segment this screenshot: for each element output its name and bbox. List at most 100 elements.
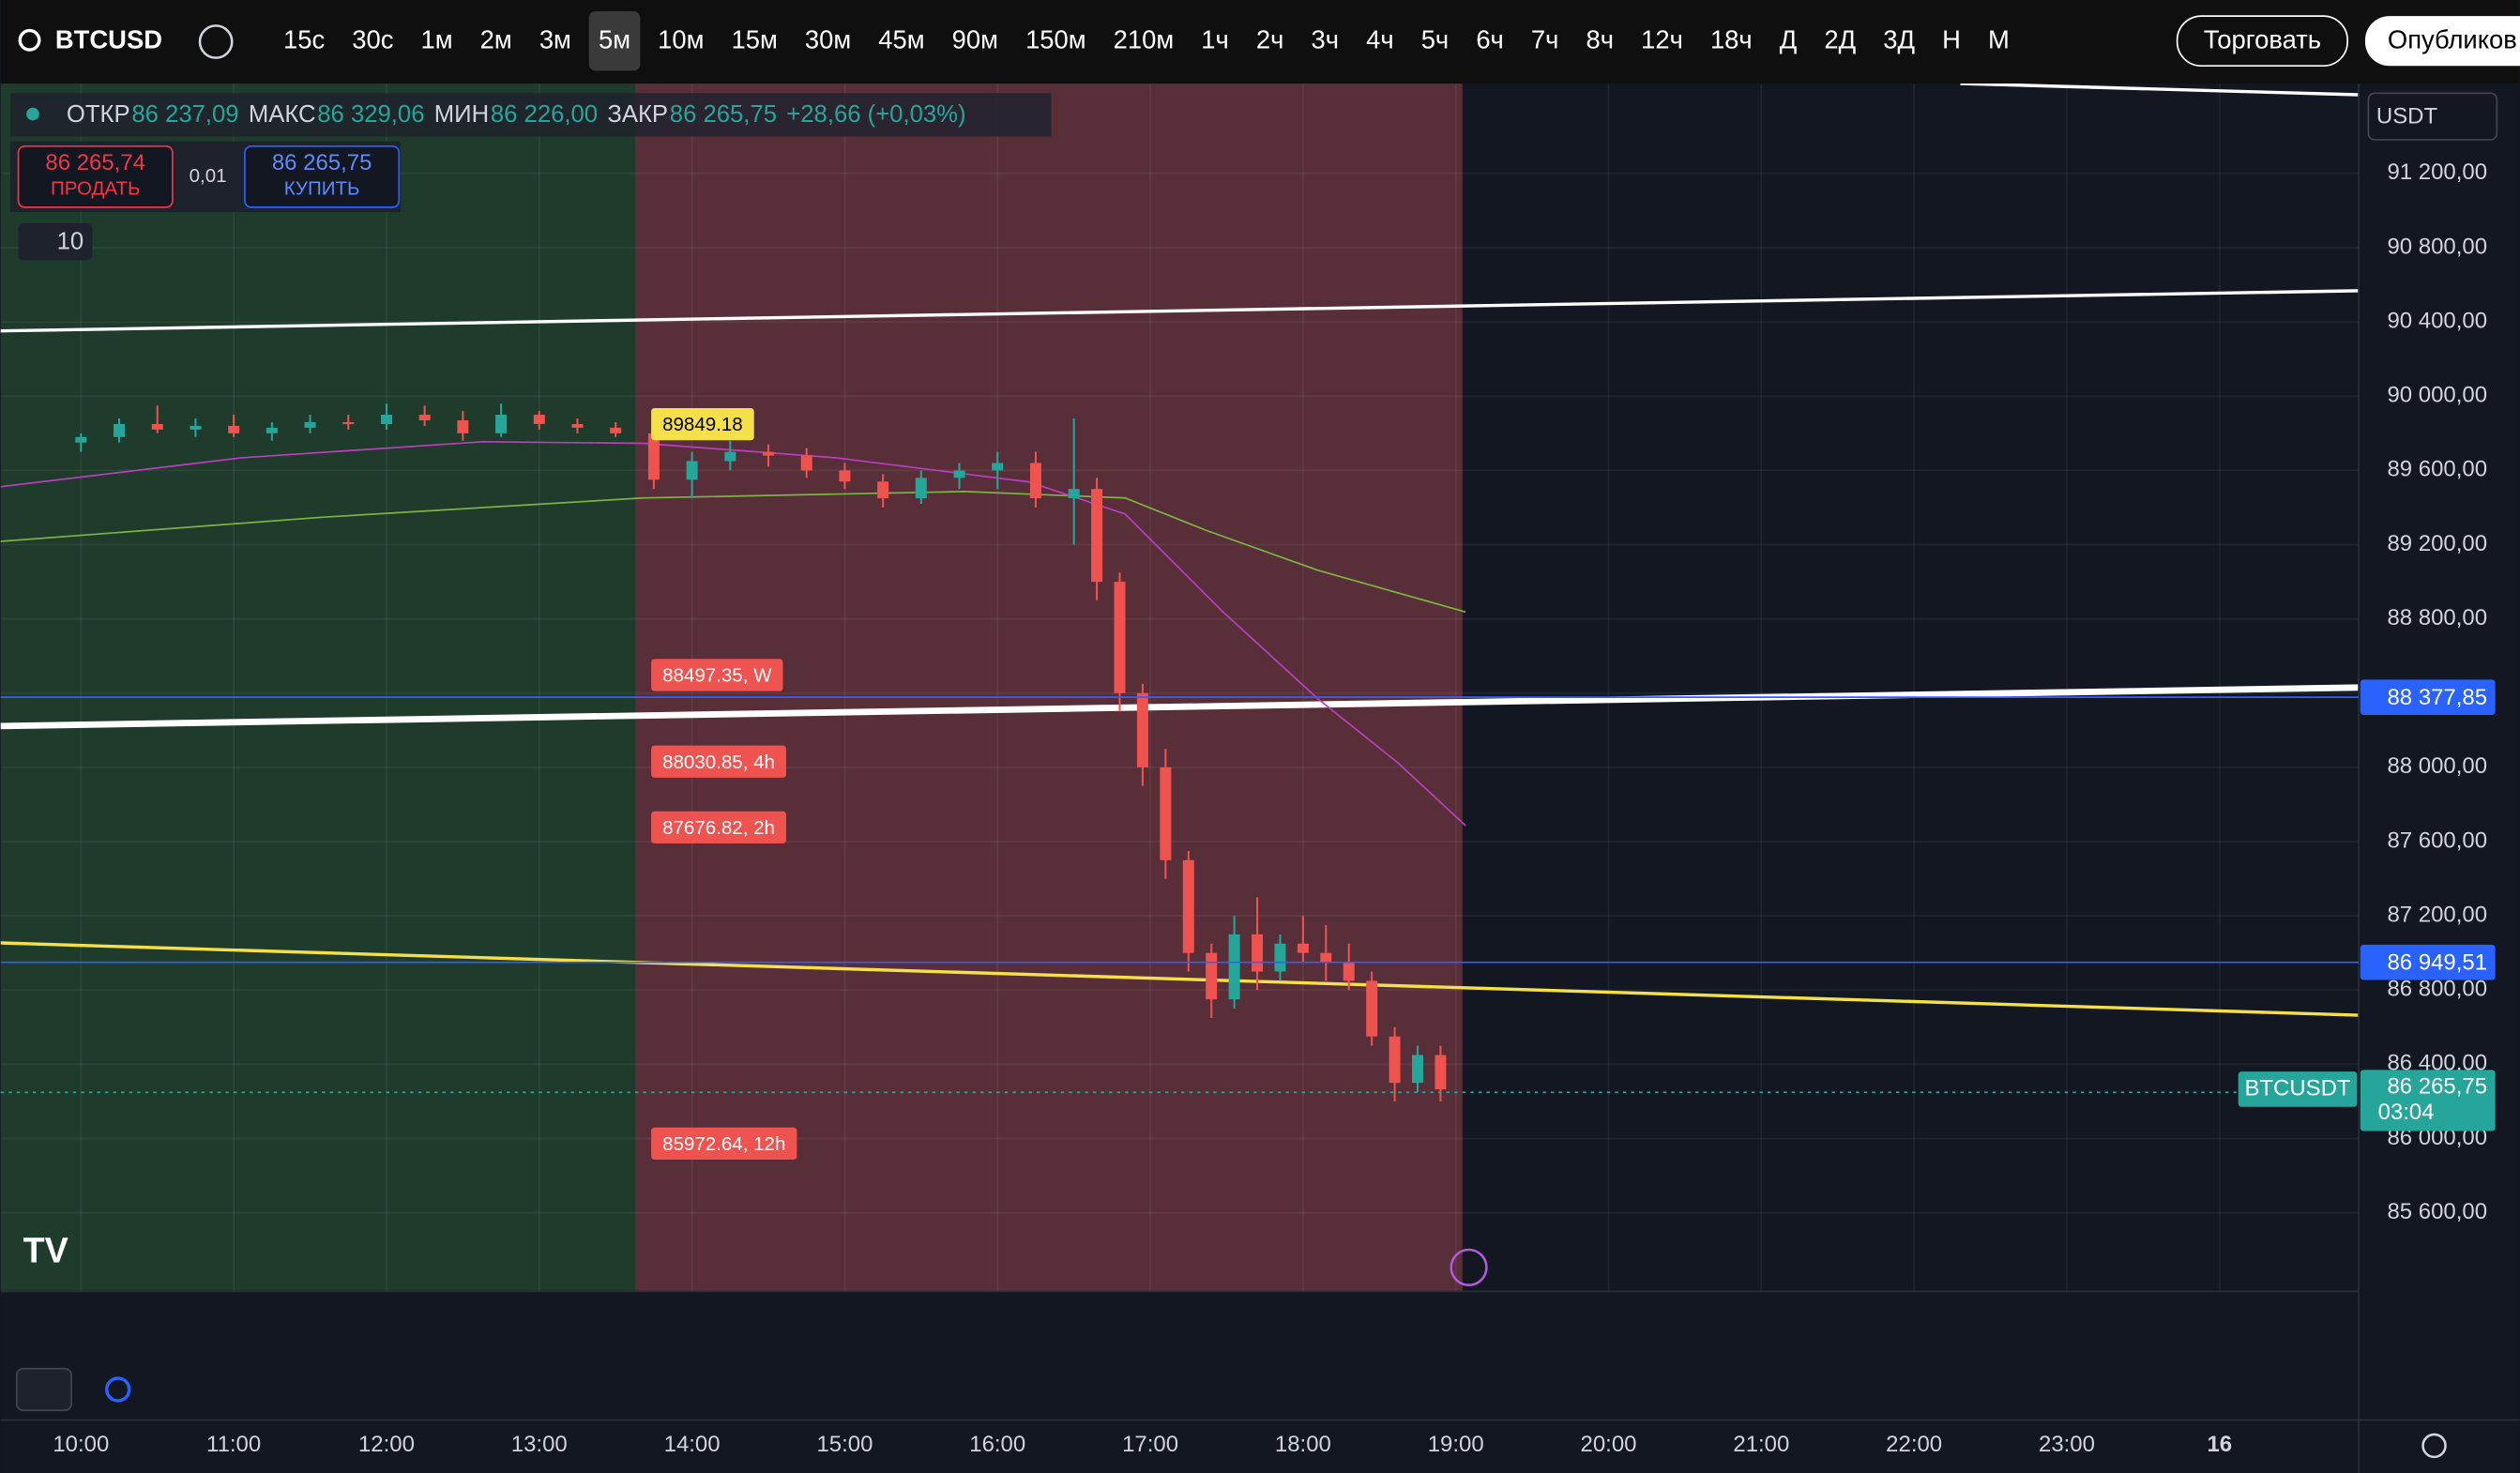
interval-button[interactable]: 90м xyxy=(952,25,998,54)
candle-body xyxy=(533,415,545,424)
time-tick-label: 21:00 xyxy=(1733,1432,1789,1457)
indicators-count: 10 xyxy=(57,228,84,254)
time-tick-label: 18:00 xyxy=(1275,1432,1331,1457)
legend-item: МИН xyxy=(434,101,489,128)
time-tick-label: 13:00 xyxy=(511,1432,568,1457)
price-tick-label: 88 000,00 xyxy=(2387,753,2487,779)
level-label: 89849.18 xyxy=(662,414,743,435)
time-tick-label: 16:00 xyxy=(969,1432,1025,1457)
legend-item: 86 329,06 xyxy=(317,101,424,128)
candle-body xyxy=(992,463,1004,471)
interval-button[interactable]: 7ч xyxy=(1531,25,1559,54)
session-zone-green xyxy=(0,84,635,1292)
candle-body xyxy=(571,423,584,428)
candle-body xyxy=(1091,489,1103,583)
plot xyxy=(75,403,1447,1101)
candle-body xyxy=(877,481,889,499)
interval-button[interactable]: 150м xyxy=(1025,25,1086,54)
last-price-badge xyxy=(2360,1070,2496,1131)
interval-button[interactable]: 45м xyxy=(878,25,924,54)
interval-button[interactable]: 8ч xyxy=(1586,25,1615,54)
candle-body xyxy=(800,455,812,471)
price-tick-label: 88 800,00 xyxy=(2387,605,2487,630)
toolbar xyxy=(0,0,2520,84)
interval-button[interactable]: 12ч xyxy=(1641,25,1683,54)
interval-button[interactable]: 3Д xyxy=(1883,25,1915,54)
candle-body xyxy=(457,419,469,433)
interval-button[interactable]: 5м xyxy=(599,25,630,54)
interval-button[interactable]: М xyxy=(1988,25,2010,54)
candle-body xyxy=(610,427,622,433)
search-icon[interactable] xyxy=(18,28,41,52)
price-badge xyxy=(2360,944,2496,980)
trade-button[interactable] xyxy=(2176,15,2348,68)
candle-body xyxy=(1136,692,1148,767)
candle-body xyxy=(1160,767,1172,860)
sync-icon[interactable] xyxy=(104,1376,131,1403)
countdown: 03:04 xyxy=(2378,1100,2435,1125)
candle-body xyxy=(1435,1055,1447,1090)
interval-button[interactable]: 1ч xyxy=(1201,25,1229,54)
interval-button[interactable]: 18ч xyxy=(1710,25,1753,54)
price-tick-label: 90 000,00 xyxy=(2387,383,2487,408)
legend: ОТКР 86 237,09 МАКС 86 329,06 МИН 86 226,00 ЗА… xyxy=(67,101,966,128)
candle-body xyxy=(1114,582,1126,693)
candle-body xyxy=(1366,980,1378,1037)
indicators-toggle[interactable] xyxy=(18,222,93,261)
time-tick-label: 22:00 xyxy=(1886,1432,1942,1457)
time-tick-label: 10:00 xyxy=(53,1432,109,1457)
buy-price: 86 265,75 xyxy=(272,150,372,175)
time-tick-label: 12:00 xyxy=(358,1432,415,1457)
interval-button[interactable]: 10м xyxy=(658,25,704,54)
price-tick-label: 90 400,00 xyxy=(2387,308,2487,333)
buy-label: КУПИТЬ xyxy=(284,177,360,199)
symbol[interactable]: BTCUSD xyxy=(55,25,162,54)
interval-button[interactable]: 1м xyxy=(421,25,453,54)
candle-body xyxy=(114,423,126,437)
interval-button[interactable]: 15с xyxy=(283,25,325,54)
interval-button[interactable]: 30с xyxy=(352,25,393,54)
interval-button[interactable]: 210м xyxy=(1114,25,1175,54)
level-tag xyxy=(651,811,786,843)
interval-button[interactable]: 2ч xyxy=(1256,25,1284,54)
interval-button[interactable]: Н xyxy=(1942,25,1961,54)
candle-body xyxy=(1228,934,1240,1000)
collapse-button[interactable] xyxy=(15,1367,72,1412)
level-label: 88030.85, 4h xyxy=(662,752,775,773)
interval-button[interactable]: Д xyxy=(1780,25,1798,54)
currency-select[interactable] xyxy=(2367,92,2498,141)
buy-button[interactable] xyxy=(244,144,401,208)
time-tick-label: 15:00 xyxy=(816,1432,873,1457)
last-price: 86 265,75 xyxy=(2387,1074,2487,1100)
interval-button[interactable]: 30м xyxy=(805,25,851,54)
legend-item: +28,66 (+0,03%) xyxy=(786,101,965,128)
interval-button[interactable]: 2м xyxy=(480,25,512,54)
time-tick-label: 14:00 xyxy=(664,1432,721,1457)
interval-button[interactable]: 6ч xyxy=(1476,25,1504,54)
trade-label: Торговать xyxy=(2204,25,2321,54)
compare-button[interactable] xyxy=(198,24,234,59)
price-badge-label: 88 377,85 xyxy=(2387,685,2487,710)
time-tick-label: 20:00 xyxy=(1581,1432,1637,1457)
candle-body xyxy=(266,427,278,433)
alert-icon[interactable] xyxy=(1450,1248,1488,1286)
candle-body xyxy=(647,433,660,480)
currency: USDT xyxy=(2376,103,2438,129)
interval-button[interactable]: 3ч xyxy=(1312,25,1340,54)
candle-body xyxy=(1343,962,1355,981)
level-label: 87676.82, 2h xyxy=(662,817,775,839)
interval-button[interactable]: 2Д xyxy=(1824,25,1856,54)
sell-button[interactable] xyxy=(17,144,174,208)
time-tick-label: 11:00 xyxy=(206,1432,261,1457)
trend-line xyxy=(0,684,2360,730)
settings-icon[interactable] xyxy=(2421,1433,2447,1459)
interval-button[interactable]: 3м xyxy=(539,25,571,54)
legend-item: ЗАКР xyxy=(607,101,668,128)
publish-button[interactable] xyxy=(2364,16,2520,67)
price-tick-label: 87 600,00 xyxy=(2387,828,2487,853)
interval-button[interactable]: 4ч xyxy=(1366,25,1394,54)
interval-button[interactable]: 5ч xyxy=(1421,25,1450,54)
candle-body xyxy=(1182,859,1194,953)
interval-button[interactable]: 15м xyxy=(732,25,778,54)
